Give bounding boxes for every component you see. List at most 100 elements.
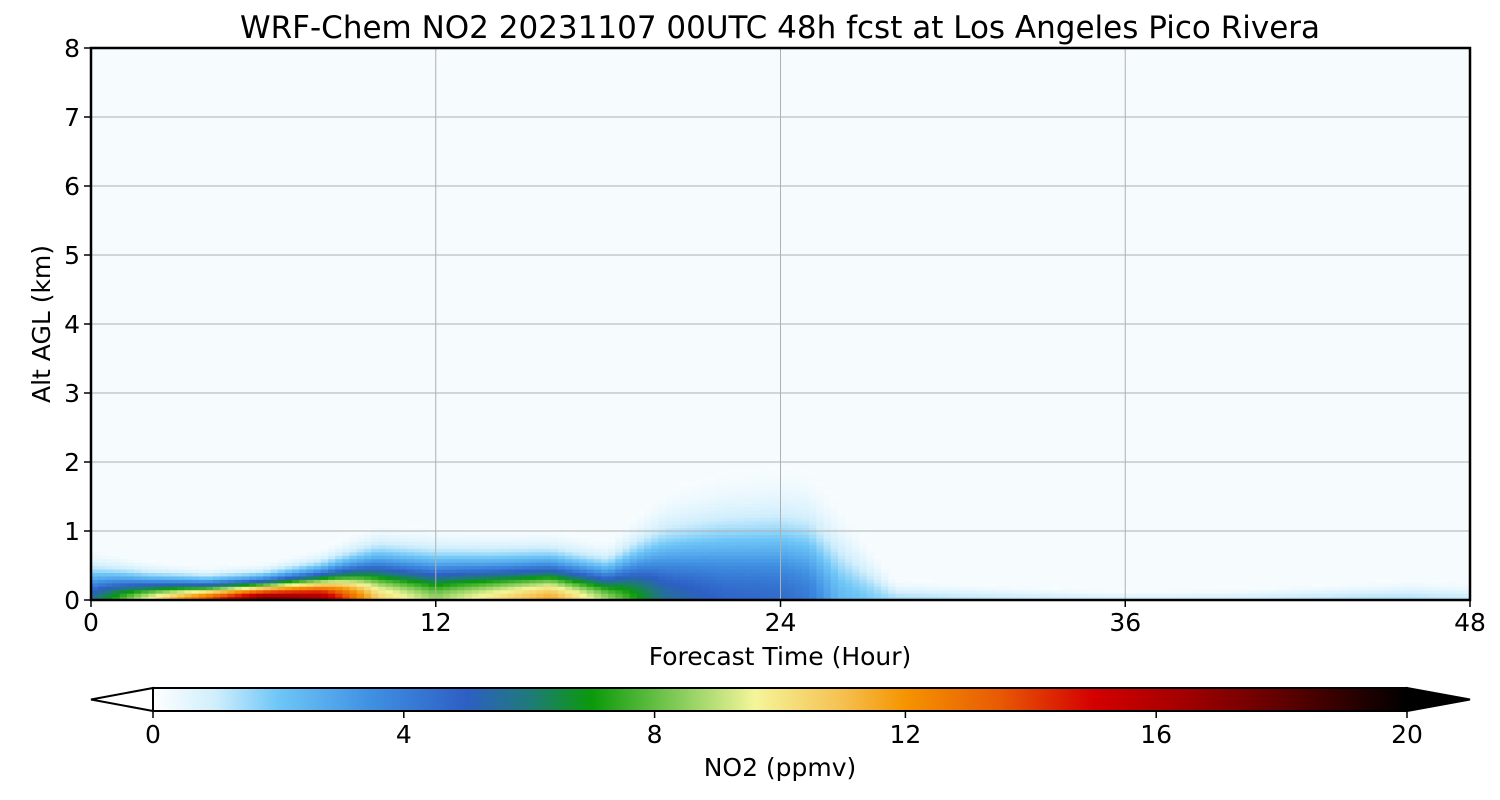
field-cell bbox=[1419, 596, 1428, 600]
field-cell bbox=[952, 593, 961, 598]
field-cell bbox=[478, 544, 487, 549]
field-cell bbox=[715, 568, 724, 573]
field-cell bbox=[744, 524, 753, 529]
field-cell bbox=[486, 541, 494, 546]
field-cell bbox=[1448, 582, 1457, 587]
field-cell bbox=[500, 551, 509, 556]
field-cell bbox=[565, 575, 573, 580]
field-cell bbox=[751, 593, 760, 598]
field-cell bbox=[442, 527, 451, 532]
field-cell bbox=[859, 575, 868, 580]
field-cell bbox=[572, 555, 580, 560]
field-cell bbox=[809, 472, 818, 477]
field-cell bbox=[780, 579, 789, 584]
field-cell bbox=[1369, 582, 1378, 587]
field-cell bbox=[342, 568, 351, 573]
field-cell bbox=[392, 555, 401, 560]
field-cell bbox=[478, 575, 487, 580]
field-cell bbox=[112, 596, 121, 600]
field-cell bbox=[213, 586, 221, 591]
field-cell bbox=[565, 562, 573, 567]
field-cell bbox=[787, 537, 796, 542]
field-cell bbox=[629, 562, 638, 567]
field-cell bbox=[823, 555, 832, 560]
field-cell bbox=[866, 551, 875, 556]
field-cell bbox=[486, 589, 494, 594]
field-cell bbox=[708, 544, 717, 549]
field-cell bbox=[845, 544, 853, 549]
field-cell bbox=[550, 572, 559, 577]
field-cell bbox=[794, 572, 803, 577]
field-cell bbox=[141, 572, 150, 577]
field-cell bbox=[715, 558, 724, 563]
field-cell bbox=[392, 531, 401, 536]
field-cell bbox=[794, 544, 803, 549]
field-cell bbox=[679, 572, 688, 577]
field-cell bbox=[837, 593, 846, 598]
field-cell bbox=[292, 586, 300, 591]
field-cell bbox=[493, 531, 501, 536]
field-cell bbox=[751, 524, 760, 529]
field-cell bbox=[1362, 596, 1371, 600]
field-cell bbox=[1448, 586, 1457, 591]
field-cell bbox=[845, 579, 853, 584]
field-cell bbox=[895, 593, 904, 598]
field-cell bbox=[751, 596, 760, 600]
field-cell bbox=[407, 586, 415, 591]
field-cell bbox=[600, 593, 609, 598]
field-cell bbox=[608, 562, 616, 567]
field-cell bbox=[457, 527, 466, 532]
field-cell bbox=[579, 579, 588, 584]
field-cell bbox=[457, 548, 466, 553]
field-cell bbox=[170, 568, 178, 573]
field-cell bbox=[536, 565, 545, 570]
field-cell bbox=[636, 589, 645, 594]
field-cell bbox=[960, 593, 968, 598]
field-cell bbox=[486, 548, 494, 553]
field-cell bbox=[845, 582, 853, 587]
field-cell bbox=[830, 499, 839, 504]
field-cell bbox=[1074, 589, 1083, 594]
field-cell bbox=[536, 593, 545, 598]
field-cell bbox=[988, 582, 997, 587]
field-cell bbox=[830, 582, 839, 587]
field-cell bbox=[773, 568, 782, 573]
field-cell bbox=[672, 510, 681, 515]
field-cell bbox=[1031, 589, 1040, 594]
field-cell bbox=[852, 565, 861, 570]
field-cell bbox=[952, 582, 961, 587]
field-cell bbox=[988, 593, 997, 598]
field-cell bbox=[407, 589, 415, 594]
field-cell bbox=[1060, 589, 1069, 594]
field-cell bbox=[414, 582, 422, 587]
field-cell bbox=[866, 558, 875, 563]
field-cell bbox=[830, 513, 839, 518]
field-cell bbox=[471, 534, 480, 539]
field-cell bbox=[572, 541, 580, 546]
field-cell bbox=[263, 596, 272, 600]
field-cell bbox=[356, 579, 365, 584]
field-cell bbox=[629, 555, 638, 560]
field-cell bbox=[371, 555, 379, 560]
field-cell bbox=[249, 572, 257, 577]
field-cell bbox=[888, 586, 897, 591]
field-cell bbox=[816, 503, 825, 508]
field-cell bbox=[543, 582, 552, 587]
field-cell bbox=[1053, 596, 1062, 600]
field-cell bbox=[191, 568, 200, 573]
field-cell bbox=[737, 510, 746, 515]
field-cell bbox=[715, 472, 724, 477]
field-cell bbox=[737, 589, 746, 594]
field-cell bbox=[701, 506, 710, 511]
field-cell bbox=[787, 596, 796, 600]
field-cell bbox=[744, 589, 753, 594]
field-cell bbox=[1362, 586, 1371, 591]
field-cell bbox=[744, 582, 753, 587]
field-cell bbox=[665, 503, 674, 508]
field-cell bbox=[802, 506, 810, 511]
field-cell bbox=[292, 562, 300, 567]
field-cell bbox=[730, 468, 738, 473]
field-cell bbox=[507, 593, 516, 598]
field-cell bbox=[830, 517, 839, 522]
field-cell bbox=[328, 589, 336, 594]
